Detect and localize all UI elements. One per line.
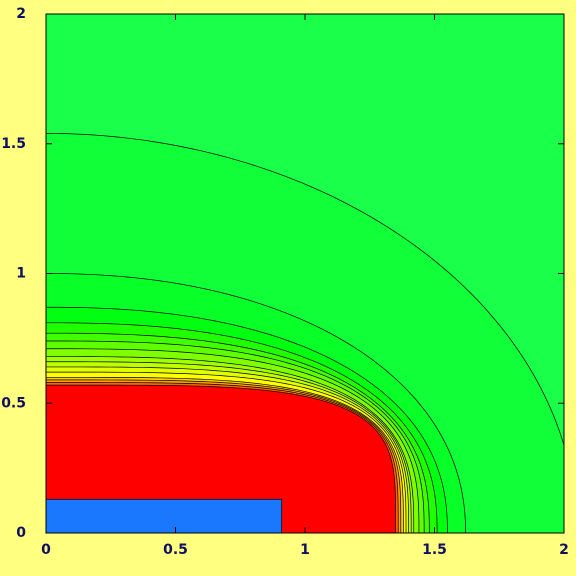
x-tick-label: 0.5	[163, 542, 188, 558]
y-tick-label: 0	[16, 525, 26, 541]
y-tick-label: 2	[16, 6, 26, 22]
y-tick-label: 1	[16, 266, 26, 282]
blue-rect	[46, 498, 283, 533]
y-tick-label: 0.5	[1, 395, 26, 411]
x-tick-label: 0	[41, 542, 51, 558]
x-tick-label: 1	[300, 542, 310, 558]
x-tick-label: 2	[559, 542, 569, 558]
plot-area	[46, 14, 564, 533]
y-tick-label: 1.5	[1, 136, 26, 152]
x-tick-label: 1.5	[422, 542, 447, 558]
contour-line	[46, 384, 397, 533]
